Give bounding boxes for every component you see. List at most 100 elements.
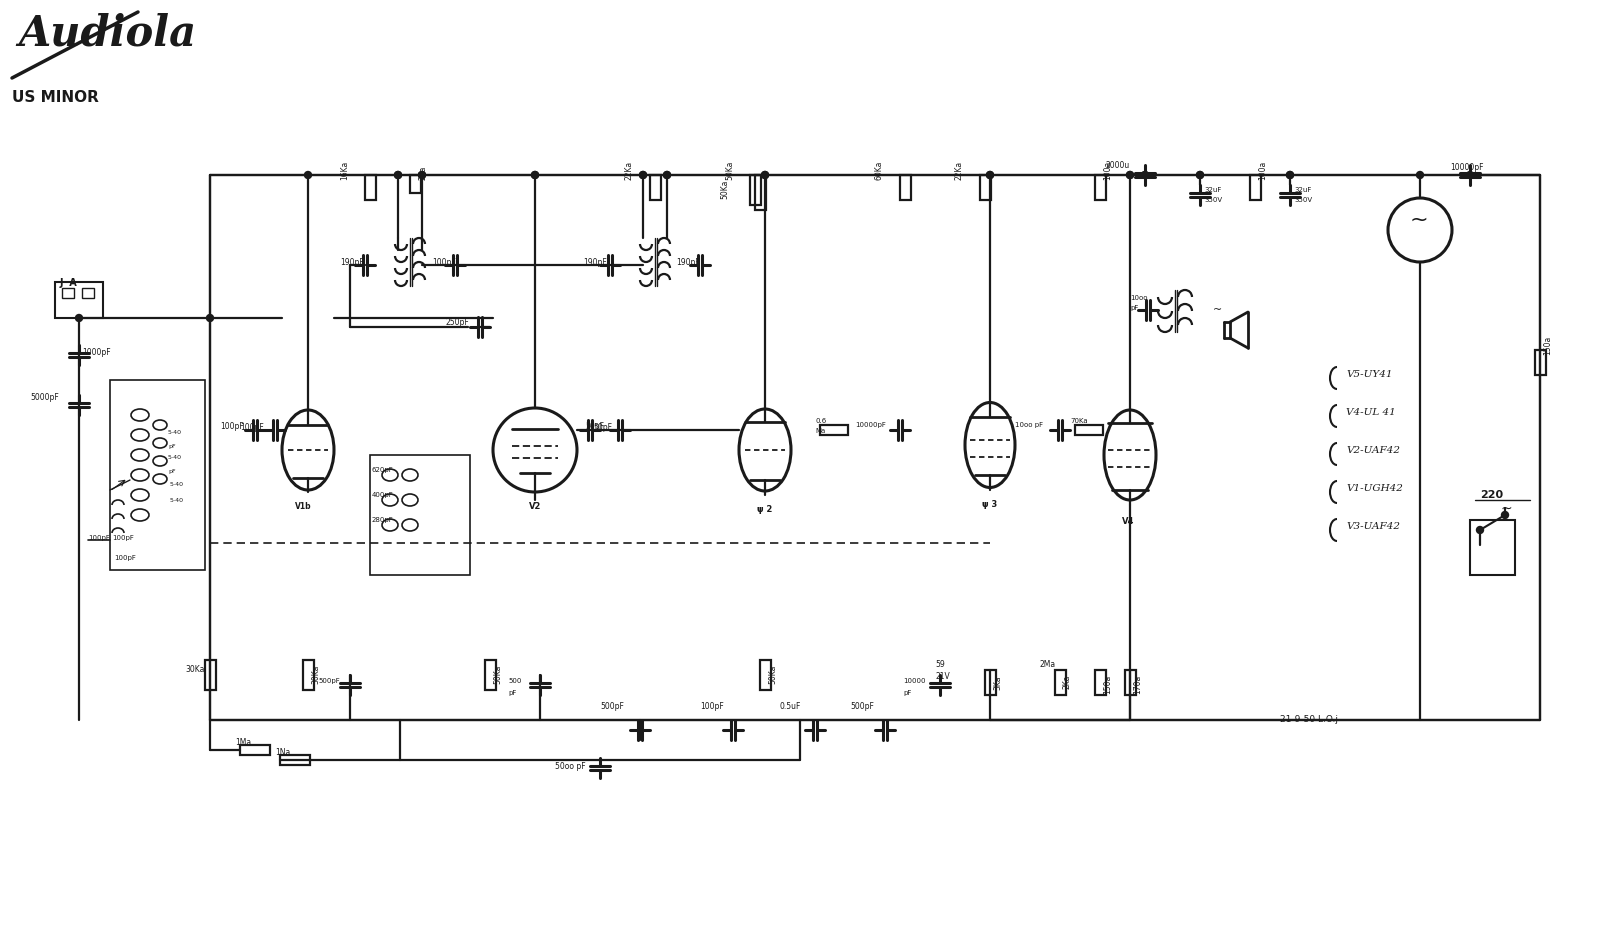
Circle shape — [664, 172, 670, 178]
Text: 170a: 170a — [1133, 675, 1142, 694]
Text: 10000pF: 10000pF — [854, 422, 886, 428]
Text: 350V: 350V — [1294, 197, 1312, 203]
Text: 0.6: 0.6 — [814, 418, 826, 424]
Bar — [1075, 425, 1102, 435]
Text: 50oo pF: 50oo pF — [555, 762, 586, 771]
Text: 5-40: 5-40 — [170, 498, 184, 503]
Circle shape — [75, 314, 83, 322]
Circle shape — [395, 172, 402, 178]
Text: 100pF: 100pF — [240, 423, 264, 432]
Circle shape — [531, 172, 539, 178]
Bar — [1094, 175, 1106, 200]
Text: 150a: 150a — [1102, 675, 1112, 694]
Text: 2Ma: 2Ma — [1040, 660, 1056, 669]
Circle shape — [419, 172, 426, 178]
Circle shape — [1126, 172, 1133, 178]
Bar — [240, 745, 270, 755]
Text: 2Ka: 2Ka — [418, 165, 427, 180]
Bar — [1125, 670, 1136, 695]
Text: 100a: 100a — [1258, 160, 1267, 180]
Text: V2-UAF42: V2-UAF42 — [1346, 446, 1400, 455]
Circle shape — [1286, 172, 1293, 178]
Text: 50Ka: 50Ka — [493, 665, 502, 684]
Bar — [410, 175, 421, 193]
Circle shape — [640, 172, 646, 178]
Circle shape — [304, 172, 312, 178]
Bar — [755, 175, 766, 210]
Text: pF: pF — [1130, 305, 1138, 311]
Text: 3Ka: 3Ka — [994, 675, 1002, 689]
Text: 70Ka: 70Ka — [1070, 418, 1088, 424]
Bar — [280, 755, 310, 765]
Text: pF: pF — [168, 444, 176, 449]
Bar — [819, 425, 848, 435]
Bar — [760, 660, 771, 690]
Text: 1Ma: 1Ma — [235, 738, 251, 747]
Circle shape — [762, 172, 768, 178]
Text: ψ 2: ψ 2 — [757, 505, 773, 514]
Bar — [1470, 520, 1515, 575]
Text: 1000pF: 1000pF — [82, 348, 110, 357]
Text: 190pF: 190pF — [582, 258, 606, 267]
Text: 50Ka: 50Ka — [720, 180, 730, 199]
Circle shape — [1197, 172, 1203, 178]
Bar — [979, 175, 990, 200]
Circle shape — [987, 172, 994, 178]
Bar — [1250, 175, 1261, 200]
Text: V2: V2 — [530, 502, 541, 511]
Text: 50pF: 50pF — [586, 422, 605, 431]
Bar — [1054, 670, 1066, 695]
Text: 500: 500 — [509, 678, 522, 684]
Text: V1b: V1b — [294, 502, 312, 511]
Bar — [986, 670, 995, 695]
Circle shape — [762, 172, 768, 178]
Text: 50Ka: 50Ka — [768, 665, 778, 684]
Text: 100a: 100a — [1102, 160, 1112, 180]
Text: 22Ka: 22Ka — [626, 160, 634, 180]
Text: 5000pF: 5000pF — [30, 394, 59, 402]
Text: 100pF: 100pF — [112, 535, 134, 541]
Circle shape — [395, 172, 402, 178]
Bar — [899, 175, 910, 200]
Circle shape — [1197, 172, 1203, 178]
Bar — [1534, 350, 1546, 375]
Text: US MINOR: US MINOR — [13, 90, 99, 105]
Bar — [1094, 670, 1106, 695]
Bar — [302, 660, 314, 690]
Text: 21-9-50 L.O.j: 21-9-50 L.O.j — [1280, 715, 1338, 724]
Bar — [485, 660, 496, 690]
Bar — [370, 455, 470, 575]
Text: 2Ka: 2Ka — [1062, 675, 1072, 689]
Bar — [82, 288, 94, 298]
Text: ψ 3: ψ 3 — [982, 500, 998, 509]
Text: 30Ka: 30Ka — [310, 665, 320, 684]
Circle shape — [1141, 172, 1149, 178]
Text: 21V: 21V — [934, 672, 950, 681]
Circle shape — [640, 172, 646, 178]
Text: V4-UL 41: V4-UL 41 — [1346, 408, 1395, 417]
Text: 100pF: 100pF — [221, 422, 243, 431]
Bar — [110, 380, 205, 570]
Text: pF: pF — [168, 469, 176, 474]
Text: V1-UGH42: V1-UGH42 — [1346, 484, 1403, 493]
Text: 190pF: 190pF — [339, 258, 363, 267]
Circle shape — [1286, 172, 1293, 178]
Text: 500pF: 500pF — [850, 702, 874, 711]
Text: 32uF: 32uF — [1205, 187, 1221, 193]
Text: V4: V4 — [1122, 517, 1134, 526]
Text: pF: pF — [509, 690, 517, 696]
Text: 10oo: 10oo — [1130, 295, 1147, 301]
Text: 350V: 350V — [1205, 197, 1222, 203]
Text: 10oo pF: 10oo pF — [1014, 422, 1043, 428]
Text: 5-40: 5-40 — [168, 430, 182, 435]
Text: 220: 220 — [1480, 490, 1502, 500]
Text: 500pF: 500pF — [600, 702, 624, 711]
Circle shape — [1141, 172, 1149, 178]
Bar — [62, 288, 74, 298]
Text: 400pF: 400pF — [371, 492, 394, 498]
Text: 250pF: 250pF — [445, 318, 469, 327]
Bar — [54, 282, 102, 318]
Text: 10000: 10000 — [902, 678, 925, 684]
Text: 32uF: 32uF — [1294, 187, 1312, 193]
Text: 50pF: 50pF — [594, 423, 611, 432]
